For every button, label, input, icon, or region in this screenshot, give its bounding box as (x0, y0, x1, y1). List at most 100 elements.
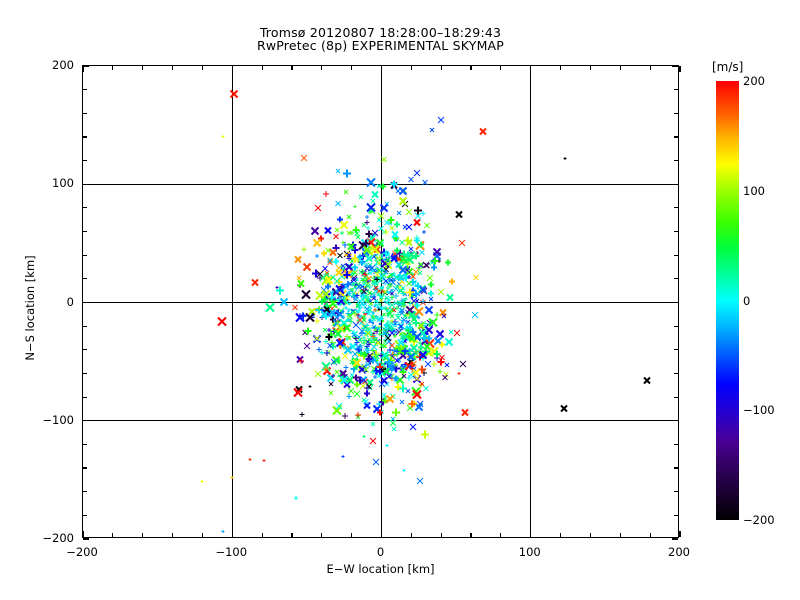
scatter-point (397, 340, 406, 359)
scatter-point (324, 261, 330, 280)
scatter-point (352, 220, 361, 239)
x-axis-tick-label: 100 (518, 545, 541, 559)
scatter-point (327, 368, 336, 387)
scatter-point (356, 343, 365, 362)
scatter-point (417, 315, 425, 334)
scatter-point (398, 361, 407, 380)
scatter-point (398, 313, 405, 332)
scatter-point (372, 320, 376, 339)
scatter-point (360, 280, 365, 299)
scatter-point (324, 276, 332, 295)
scatter-point (363, 389, 369, 408)
scatter-point (375, 305, 379, 324)
scatter-point (355, 343, 363, 362)
scatter-point (399, 257, 405, 276)
scatter-point (312, 329, 322, 348)
scatter-point (385, 280, 392, 299)
scatter-point (343, 179, 349, 198)
scatter-point (433, 330, 443, 349)
scatter-point (374, 344, 380, 363)
scatter-point (336, 334, 343, 353)
scatter-point (390, 247, 398, 266)
scatter-point (342, 163, 352, 182)
y-axis-tick (83, 538, 89, 540)
scatter-point (399, 341, 408, 360)
scatter-point (370, 302, 375, 321)
scatter-point (406, 265, 411, 284)
scatter-point (343, 369, 349, 388)
scatter-point (373, 238, 381, 257)
scatter-point (439, 301, 447, 320)
scatter-point (428, 341, 439, 360)
scatter-point (361, 369, 368, 388)
scatter-point (325, 301, 333, 320)
scatter-point (345, 370, 355, 389)
scatter-point (365, 338, 371, 357)
scatter-point (421, 219, 426, 238)
scatter-point (382, 243, 390, 262)
scatter-point (409, 332, 419, 351)
scatter-point (349, 248, 354, 267)
scatter-point (347, 235, 355, 254)
scatter-point (340, 317, 348, 336)
scatter-point (411, 382, 422, 401)
scatter-point (372, 305, 378, 324)
scatter-point (453, 321, 461, 340)
scatter-point (326, 248, 333, 267)
scatter-point (402, 193, 409, 212)
scatter-point (366, 375, 372, 394)
scatter-point (350, 267, 358, 286)
y-axis-tick (83, 491, 87, 493)
scatter-point (385, 241, 390, 260)
scatter-point (360, 313, 367, 332)
scatter-point (400, 343, 408, 362)
scatter-point (412, 306, 417, 325)
scatter-point (388, 314, 393, 333)
scatter-point (353, 326, 359, 345)
title-line-1: Tromsø 20120807 18:28:00–18:29:43 (259, 25, 502, 40)
scatter-point (399, 244, 409, 263)
scatter-point (296, 265, 302, 284)
scatter-point (320, 356, 331, 375)
scatter-point (335, 309, 342, 328)
scatter-point (331, 363, 336, 382)
scatter-point (352, 303, 359, 322)
scatter-point (395, 248, 404, 267)
scatter-point (304, 321, 313, 340)
scatter-point (385, 324, 390, 343)
scatter-point (356, 309, 364, 328)
scatter-point (367, 281, 372, 300)
y-axis-tick (83, 230, 87, 233)
scatter-point (407, 304, 417, 323)
scatter-point (386, 350, 396, 369)
scatter-point (400, 356, 409, 375)
scatter-point (397, 347, 402, 366)
scatter-point (355, 370, 365, 389)
scatter-point (343, 356, 349, 375)
scatter-point (416, 392, 424, 411)
scatter-point (563, 145, 567, 164)
scatter-point (392, 266, 396, 285)
scatter-point (363, 302, 368, 321)
scatter-point (356, 308, 360, 327)
scatter-point (365, 224, 374, 243)
scatter-point (262, 448, 266, 467)
scatter-point (384, 295, 387, 314)
scatter-point (411, 344, 417, 363)
scatter-point (386, 301, 391, 320)
scatter-point (403, 231, 413, 250)
scatter-point (369, 257, 374, 276)
scatter-point (471, 303, 479, 322)
scatter-point (345, 302, 351, 321)
scatter-point (394, 254, 403, 273)
scatter-point (371, 267, 378, 286)
scatter-point (385, 279, 390, 298)
scatter-point (295, 349, 304, 368)
scatter-point (329, 288, 337, 307)
y-axis-tick (83, 112, 87, 114)
scatter-point (303, 256, 312, 275)
x-axis-tick (112, 533, 114, 537)
scatter-point (346, 246, 352, 265)
scatter-point (405, 283, 415, 302)
scatter-point (324, 340, 331, 359)
